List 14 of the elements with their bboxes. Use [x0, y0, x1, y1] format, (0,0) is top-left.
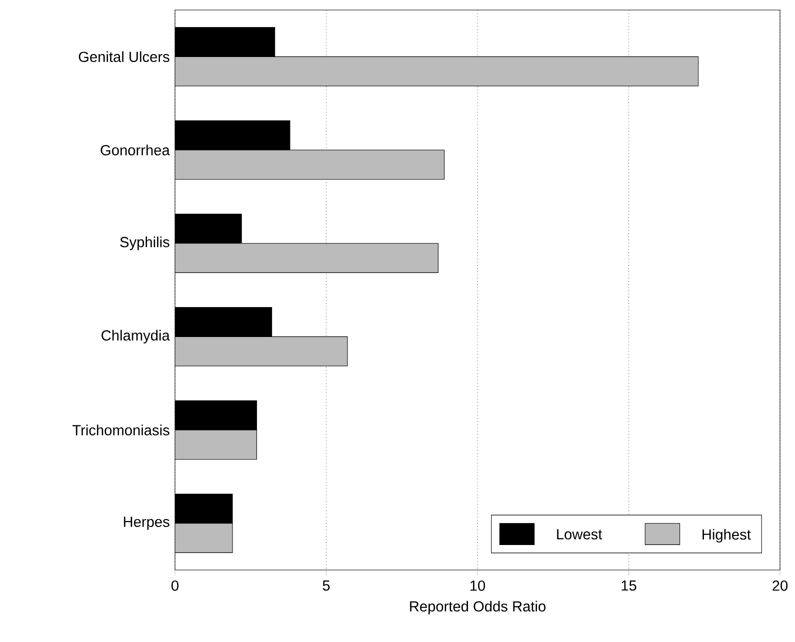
y-tick-label: Genital Ulcers — [78, 51, 170, 62]
y-tick-label: Gonorrhea — [100, 144, 170, 156]
y-tick-label: Syphilis — [120, 236, 170, 250]
x-tick-label: 20 — [772, 580, 788, 591]
legend-label: Lowest — [557, 529, 602, 540]
x-tick-label: 5 — [322, 580, 330, 591]
x-tick-label: 0 — [172, 580, 178, 591]
y-tick-label: Trichomoniasis — [72, 424, 170, 436]
x-tick-label: 10 — [470, 580, 486, 591]
x-axis-title: Reported Odds Ratio — [410, 600, 546, 614]
x-tick-label: 15 — [622, 580, 636, 591]
y-tick-label: Herpes — [124, 516, 170, 530]
legend-label: Highest — [702, 528, 751, 543]
y-tick-label: Chlamydia — [102, 330, 170, 344]
